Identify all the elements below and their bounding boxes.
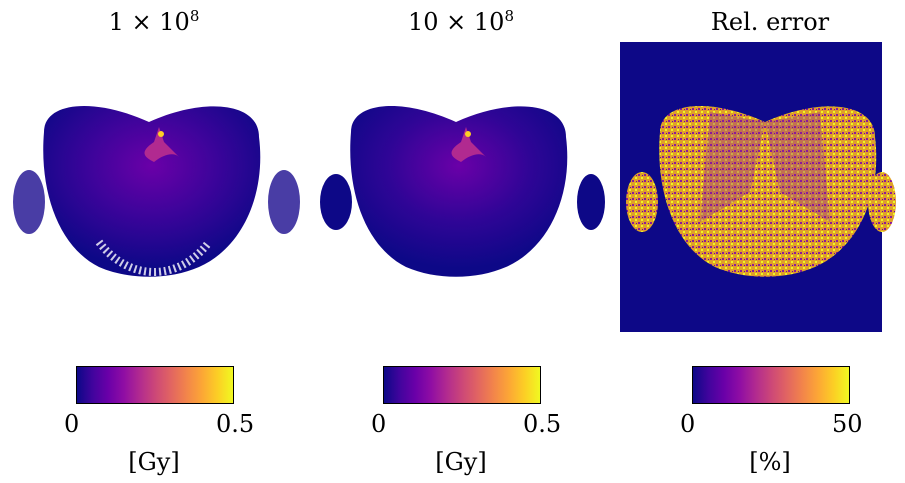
title-exponent: 8: [189, 7, 200, 25]
colorbar-max-label: 50: [832, 410, 863, 438]
colorbar: [383, 366, 541, 404]
title-main: 10 × 10: [408, 8, 505, 36]
colorbar-max-label: 0.5: [216, 410, 255, 438]
panel-title: Rel. error: [620, 8, 905, 36]
colorbar-unit-label: [Gy]: [128, 448, 180, 476]
colorbar-min-label: 0: [371, 410, 387, 438]
colorbar-max-label: 0.5: [523, 410, 562, 438]
dose-map-image: [320, 105, 605, 277]
panel-10e8: 10 × 108 0 0.5 [Gy]: [311, 0, 611, 483]
panel-1e8: 1 × 108 0 0.5 [Gy]: [4, 0, 304, 483]
panel-title: 1 × 108: [4, 8, 304, 36]
colorbar-unit-label: [%]: [749, 448, 791, 476]
colorbar: [692, 366, 850, 404]
colorbar-min-label: 0: [64, 410, 80, 438]
colorbar-unit-label: [Gy]: [435, 448, 487, 476]
panel-title: 10 × 108: [311, 8, 611, 36]
title-exponent: 8: [504, 7, 514, 25]
colorbar: [76, 366, 234, 404]
title-main: Rel. error: [710, 8, 830, 36]
relative-error-image: [620, 42, 896, 332]
title-main: 1 × 10: [108, 8, 190, 36]
dose-map-image: [13, 105, 300, 277]
panel-relative-error: Rel. error 0 50 [%]: [620, 0, 905, 483]
colorbar-min-label: 0: [680, 410, 696, 438]
